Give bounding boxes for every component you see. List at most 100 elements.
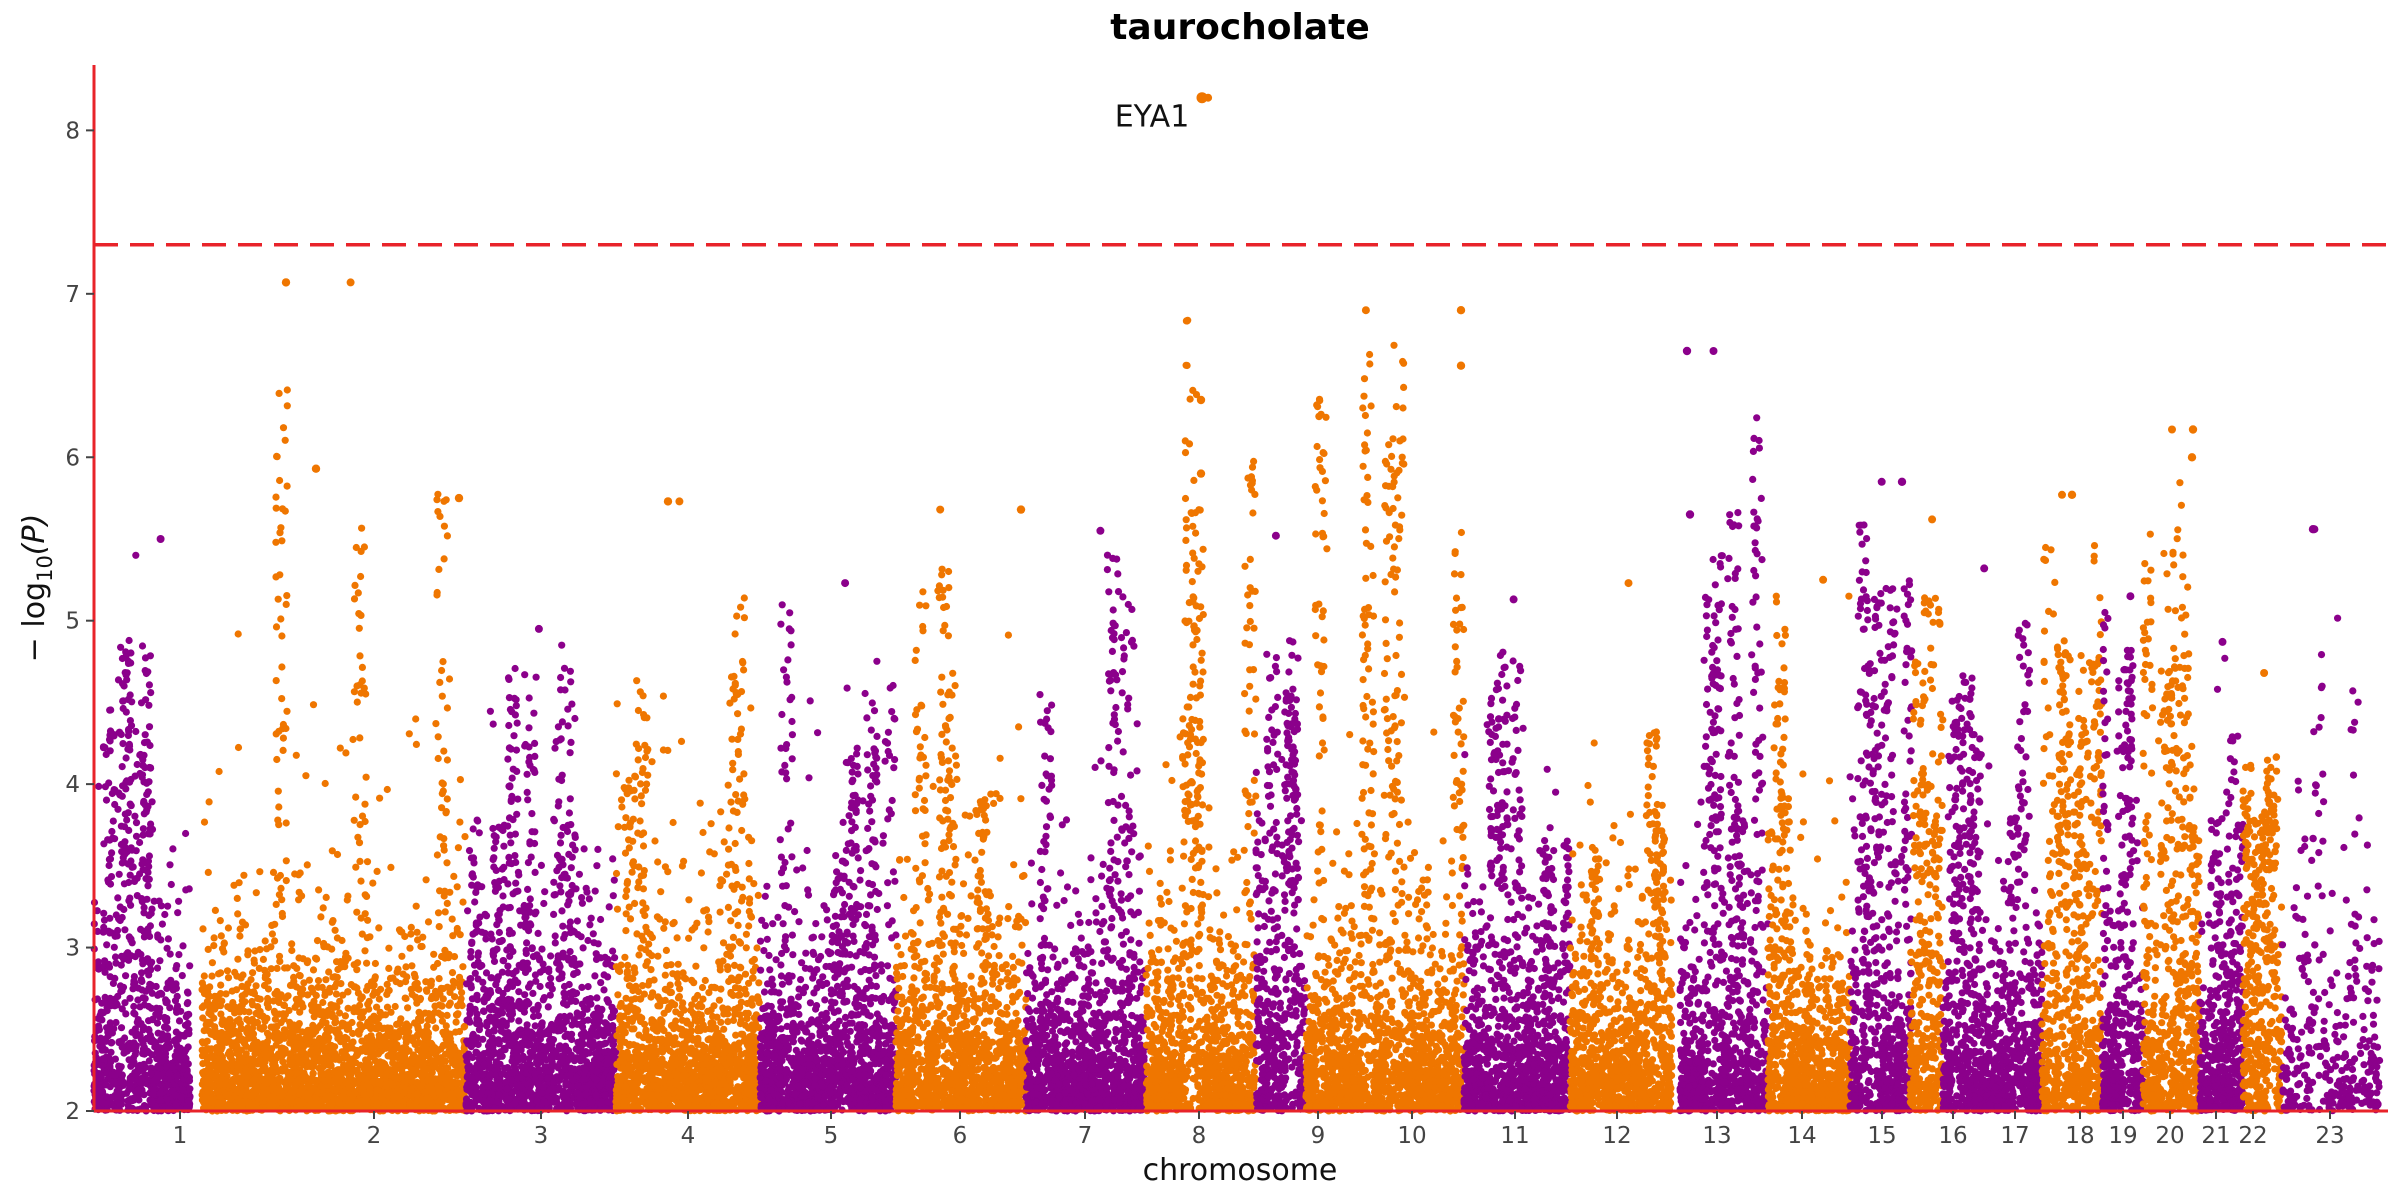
data-point <box>204 1079 212 1087</box>
data-point <box>173 1008 181 1016</box>
data-point <box>278 912 287 921</box>
data-point <box>114 926 122 935</box>
data-point <box>139 1039 147 1047</box>
data-point <box>101 744 109 752</box>
data-point <box>234 743 243 752</box>
data-point <box>357 995 365 1003</box>
data-point <box>597 979 605 987</box>
data-point <box>108 1071 116 1079</box>
data-point <box>106 994 114 1003</box>
data-point <box>109 834 117 842</box>
data-point <box>395 926 404 934</box>
data-point <box>448 969 457 977</box>
data-point <box>145 763 153 772</box>
data-point <box>352 863 360 871</box>
data-point <box>462 1052 470 1060</box>
data-point <box>365 997 373 1006</box>
data-point <box>432 1024 440 1032</box>
data-point <box>305 1090 313 1098</box>
data-point <box>200 983 208 991</box>
data-point <box>438 666 446 675</box>
data-point <box>442 496 450 504</box>
data-point <box>275 803 283 811</box>
data-point <box>272 1054 281 1062</box>
data-point <box>329 1026 337 1034</box>
data-point <box>124 949 132 957</box>
data-point <box>111 974 119 983</box>
data-point <box>253 1038 261 1046</box>
data-point <box>435 565 443 574</box>
data-point <box>284 1075 292 1083</box>
data-point <box>204 1086 212 1094</box>
data-point <box>401 1049 409 1057</box>
data-point <box>320 943 328 951</box>
data-point <box>146 652 154 660</box>
data-point <box>261 937 269 945</box>
data-point <box>393 968 401 976</box>
data-point <box>285 1094 293 1102</box>
data-point <box>511 852 519 860</box>
data-point <box>234 1063 242 1071</box>
data-point <box>443 532 451 540</box>
data-point <box>143 1047 151 1055</box>
data-point <box>354 833 362 841</box>
data-point <box>153 1048 161 1056</box>
data-point <box>470 859 478 867</box>
data-point <box>375 1069 383 1078</box>
data-point <box>158 1030 166 1038</box>
data-point <box>430 1063 438 1071</box>
data-point <box>108 827 116 836</box>
data-point <box>124 809 132 817</box>
data-point <box>136 1090 144 1098</box>
data-point <box>280 1046 288 1054</box>
data-point <box>328 918 336 926</box>
data-point <box>161 1050 170 1058</box>
data-point <box>555 1042 563 1050</box>
data-point <box>504 904 512 912</box>
data-point <box>248 1015 256 1024</box>
data-point <box>214 1087 222 1095</box>
data-point <box>117 730 125 739</box>
data-point <box>106 747 114 755</box>
data-point <box>326 1102 334 1110</box>
data-point <box>175 1017 184 1025</box>
data-point <box>450 1079 458 1087</box>
data-point <box>480 985 488 993</box>
data-point <box>128 1028 136 1036</box>
data-point <box>283 386 291 394</box>
data-point <box>96 1011 104 1019</box>
data-point <box>157 1036 165 1044</box>
data-point <box>566 749 574 757</box>
data-point <box>566 948 574 956</box>
data-point <box>389 974 397 982</box>
data-point <box>481 929 489 938</box>
data-point <box>292 1069 300 1077</box>
data-point <box>118 987 126 995</box>
data-point <box>319 1043 327 1051</box>
data-point <box>435 923 443 931</box>
data-point <box>393 1093 401 1101</box>
data-point <box>329 1085 337 1093</box>
data-point <box>370 988 379 996</box>
data-point <box>291 1045 299 1053</box>
data-point <box>391 1032 399 1040</box>
data-point <box>440 1074 448 1082</box>
data-point <box>280 1034 288 1042</box>
data-point <box>126 894 134 902</box>
data-point <box>513 719 521 727</box>
data-point <box>369 879 377 887</box>
data-point <box>101 957 109 965</box>
data-point <box>154 1062 162 1070</box>
chromosome-3-points <box>462 624 620 1115</box>
data-point <box>133 892 141 900</box>
data-point <box>353 698 361 706</box>
data-point <box>244 951 252 959</box>
data-point <box>375 924 383 932</box>
data-point <box>283 964 291 972</box>
data-point <box>199 1014 207 1022</box>
data-point <box>124 695 132 704</box>
data-point <box>111 786 119 794</box>
data-point <box>400 1089 408 1097</box>
data-point <box>363 959 371 967</box>
data-point <box>128 863 136 871</box>
